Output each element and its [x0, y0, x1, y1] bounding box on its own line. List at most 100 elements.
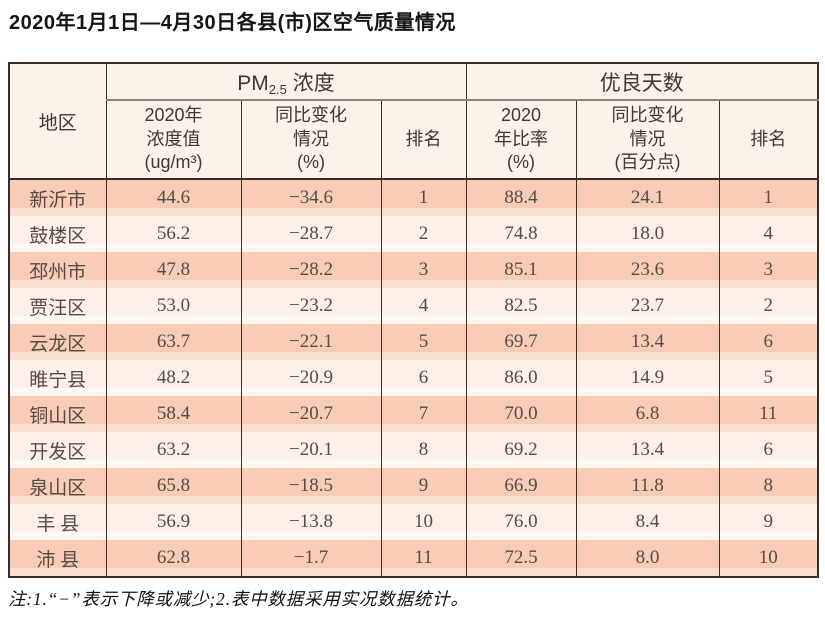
- pm25-label-suffix: 浓度: [286, 71, 335, 95]
- pm-change-cell: −20.9: [240, 360, 382, 396]
- table-row: 贾汪区 53.0 −23.2 4 82.5 23.7 2: [8, 288, 819, 324]
- good-change-cell: 13.4: [575, 324, 720, 360]
- table-row: 开发区 63.2 −20.1 8 69.2 13.4 6: [8, 432, 819, 468]
- pm-rank-cell: 1: [380, 179, 467, 216]
- table-header: 地区 PM2.5 浓度 优良天数 2020年 浓度值 (ug/m³) 同比变化 …: [8, 63, 819, 180]
- region-cell: 丰 县: [8, 504, 107, 540]
- good-change-cell: 18.0: [575, 216, 720, 252]
- region-cell: 泉山区: [8, 468, 107, 504]
- region-cell: 开发区: [8, 432, 107, 468]
- pm-value-cell: 56.9: [105, 504, 242, 540]
- pm-value-cell: 65.8: [105, 468, 242, 504]
- pm-rank-cell: 10: [380, 504, 467, 540]
- good-rate-cell: 69.7: [465, 324, 577, 360]
- pm-rank-cell: 6: [380, 360, 467, 396]
- pm-change-cell: −13.8: [240, 504, 382, 540]
- good-rank-cell: 6: [718, 324, 819, 360]
- region-cell: 沛 县: [8, 540, 107, 577]
- good-rank-cell: 6: [718, 432, 819, 468]
- footnote: 注:1.“−”表示下降或减少;2.表中数据采用实况数据统计。: [8, 589, 469, 609]
- pm-value-cell: 63.7: [105, 324, 242, 360]
- pm-value-cell: 44.6: [105, 179, 242, 216]
- pm-value-cell: 47.8: [105, 252, 242, 288]
- pm-value-cell: 53.0: [105, 288, 242, 324]
- column-group-good-days: 优良天数: [465, 63, 819, 101]
- table-row: 丰 县 56.9 −13.8 10 76.0 8.4 9: [8, 504, 819, 540]
- table-row: 新沂市 44.6 −34.6 1 88.4 24.1 1: [8, 179, 819, 216]
- pm25-label-subscript: 2.5: [268, 81, 287, 97]
- region-cell: 贾汪区: [8, 288, 107, 324]
- region-cell: 云龙区: [8, 324, 107, 360]
- column-header-good-change: 同比变化 情况 (百分点): [575, 100, 720, 180]
- page-title: 2020年1月1日—4月30日各县(市)区空气质量情况: [9, 12, 456, 34]
- good-rank-cell: 5: [718, 360, 819, 396]
- pm-rank-cell: 5: [380, 324, 467, 360]
- pm-change-cell: −28.2: [240, 252, 382, 288]
- good-rate-cell: 88.4: [465, 179, 577, 216]
- good-change-cell: 23.7: [575, 288, 720, 324]
- good-rank-cell: 9: [718, 504, 819, 540]
- group-header-row: 地区 PM2.5 浓度 优良天数: [8, 63, 819, 180]
- pm-change-cell: −23.2: [240, 288, 382, 324]
- good-change-cell: 6.8: [575, 396, 720, 432]
- good-rank-cell: 11: [718, 396, 819, 432]
- good-rate-cell: 69.2: [465, 432, 577, 468]
- column-header-good-rank: 排名: [718, 100, 819, 180]
- column-group-pm25: PM2.5 浓度: [105, 63, 467, 101]
- good-change-cell: 8.4: [575, 504, 720, 540]
- pm-value-cell: 63.2: [105, 432, 242, 468]
- pm-change-cell: −20.7: [240, 396, 382, 432]
- good-rank-cell: 8: [718, 468, 819, 504]
- pm-change-cell: −1.7: [240, 540, 382, 577]
- pm-change-cell: −20.1: [240, 432, 382, 468]
- good-rate-cell: 70.0: [465, 396, 577, 432]
- good-rank-cell: 3: [718, 252, 819, 288]
- table-row: 邳州市 47.8 −28.2 3 85.1 23.6 3: [8, 252, 819, 288]
- good-rank-cell: 1: [718, 179, 819, 216]
- pm-rank-cell: 8: [380, 432, 467, 468]
- column-header-good-rate: 2020 年比率 (%): [465, 100, 577, 180]
- column-header-pm-value: 2020年 浓度值 (ug/m³): [105, 100, 242, 180]
- good-rate-cell: 66.9: [465, 468, 577, 504]
- table-row: 沛 县 62.8 −1.7 11 72.5 8.0 10: [8, 540, 819, 577]
- good-change-cell: 23.6: [575, 252, 720, 288]
- pm-rank-cell: 9: [380, 468, 467, 504]
- table-row: 云龙区 63.7 −22.1 5 69.7 13.4 6: [8, 324, 819, 360]
- pm-change-cell: −18.5: [240, 468, 382, 504]
- pm-value-cell: 56.2: [105, 216, 242, 252]
- table-row: 泉山区 65.8 −18.5 9 66.9 11.8 8: [8, 468, 819, 504]
- pm-change-cell: −28.7: [240, 216, 382, 252]
- pm-value-cell: 62.8: [105, 540, 242, 577]
- pm-value-cell: 58.4: [105, 396, 242, 432]
- good-rate-cell: 82.5: [465, 288, 577, 324]
- pm-change-cell: −22.1: [240, 324, 382, 360]
- region-cell: 邳州市: [8, 252, 107, 288]
- table-row: 睢宁县 48.2 −20.9 6 86.0 14.9 5: [8, 360, 819, 396]
- region-cell: 铜山区: [8, 396, 107, 432]
- good-rate-cell: 74.8: [465, 216, 577, 252]
- table-row: 铜山区 58.4 −20.7 7 70.0 6.8 11: [8, 396, 819, 432]
- good-change-cell: 13.4: [575, 432, 720, 468]
- pm-rank-cell: 2: [380, 216, 467, 252]
- good-rate-cell: 76.0: [465, 504, 577, 540]
- table-body: 新沂市 44.6 −34.6 1 88.4 24.1 1 鼓楼区 56.2 −2…: [8, 179, 819, 577]
- column-header-pm-change: 同比变化 情况 (%): [240, 100, 382, 180]
- good-rank-cell: 10: [718, 540, 819, 577]
- pm-rank-cell: 3: [380, 252, 467, 288]
- sub-header-row: 2020年 浓度值 (ug/m³) 同比变化 情况 (%) 排名 2020 年比…: [9, 100, 819, 180]
- pm-value-cell: 48.2: [105, 360, 242, 396]
- column-header-pm-rank: 排名: [380, 100, 467, 180]
- column-header-region: 地区: [8, 63, 107, 180]
- good-rate-cell: 72.5: [465, 540, 577, 577]
- good-change-cell: 14.9: [575, 360, 720, 396]
- region-cell: 新沂市: [8, 179, 107, 216]
- pm-rank-cell: 7: [380, 396, 467, 432]
- good-rate-cell: 85.1: [465, 252, 577, 288]
- good-change-cell: 24.1: [575, 179, 720, 216]
- region-cell: 鼓楼区: [8, 216, 107, 252]
- air-quality-table: 地区 PM2.5 浓度 优良天数 2020年 浓度值 (ug/m³) 同比变化 …: [8, 62, 820, 578]
- table-row: 鼓楼区 56.2 −28.7 2 74.8 18.0 4: [8, 216, 819, 252]
- good-rank-cell: 4: [718, 216, 819, 252]
- good-change-cell: 8.0: [575, 540, 720, 577]
